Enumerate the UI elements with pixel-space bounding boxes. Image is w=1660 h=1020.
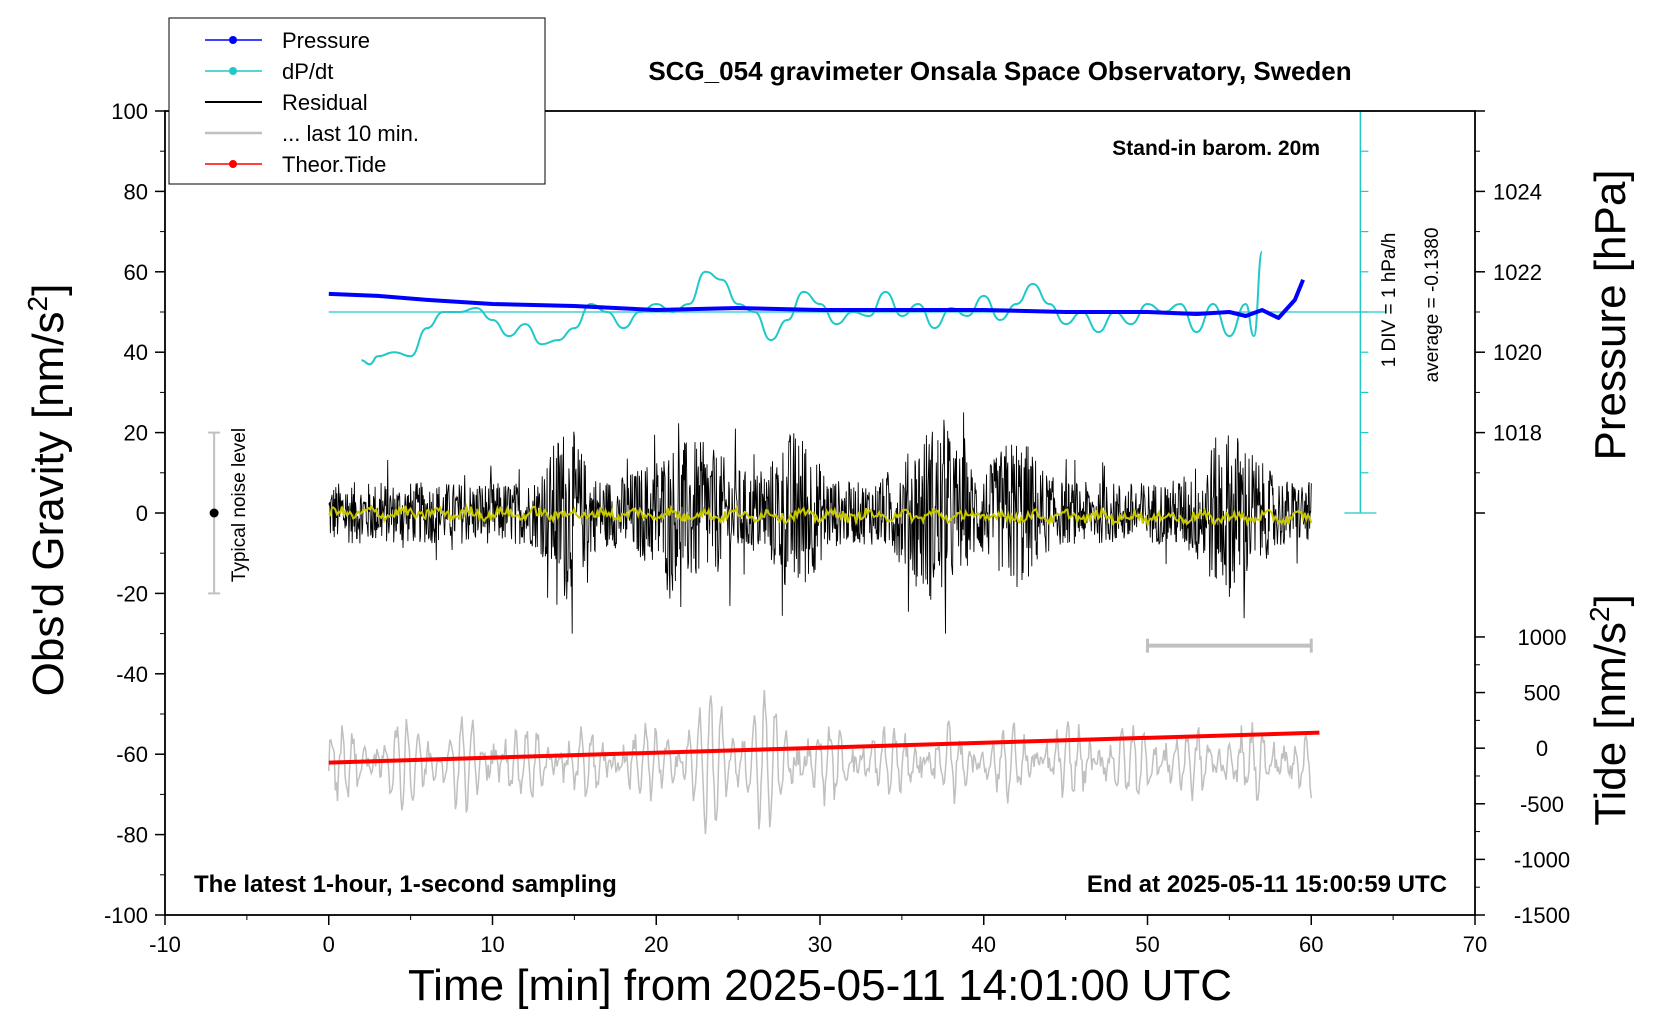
legend-item-residual: Residual [205, 90, 368, 115]
pressure-tick-label: 1018 [1493, 421, 1542, 446]
residual-mean-line [328, 503, 1313, 528]
bottom-left-annotation: The latest 1-hour, 1-second sampling [194, 871, 617, 898]
scale-annotation: 1 DIV = 1 hPa/h [1379, 233, 1400, 368]
tide-line [328, 730, 1320, 765]
noise-annotation: Typical noise level [229, 428, 250, 582]
y-tick-label: 100 [111, 99, 148, 124]
y-tick-label: 60 [124, 260, 148, 285]
pressure-tick-label: 1020 [1493, 340, 1542, 365]
y-tick-label: -40 [116, 662, 148, 687]
legend-label-residual: Residual [282, 90, 368, 115]
pressure-tick-label: 1022 [1493, 260, 1542, 285]
y-tick-label: 40 [124, 340, 148, 365]
y-axis-label-gravity-sup: 2 [22, 296, 53, 312]
legend-item-pressure: Pressure [205, 28, 370, 53]
legend-marker-pressure [229, 36, 237, 44]
residual-line [328, 412, 1312, 634]
legend-marker-dpdt [229, 67, 237, 75]
pressure-tick-label: 1024 [1493, 179, 1542, 204]
x-tick-label: 40 [972, 932, 996, 957]
y-axis-label-tide-close: ] [1586, 594, 1635, 606]
last10-line [328, 689, 1313, 835]
legend-marker-tide [229, 160, 237, 168]
legend-item-dpdt: dP/dt [205, 59, 333, 84]
y-tick-label: 80 [124, 179, 148, 204]
y-axis-label-pressure: Pressure [hPa] [1586, 169, 1635, 460]
x-tick-label: 30 [808, 932, 832, 957]
x-tick-label: 70 [1463, 932, 1487, 957]
y-tick-label: 0 [136, 501, 148, 526]
average-annotation: average = -0.1380 [1422, 228, 1443, 383]
tide-tick-label: -1500 [1514, 903, 1570, 928]
x-tick-label: -10 [149, 932, 181, 957]
bottom-right-annotation: End at 2025-05-11 15:00:59 UTC [1087, 871, 1447, 898]
y-axis-label-gravity: Obs'd Gravity [nm/s2] [22, 284, 73, 697]
y-axis-label-tide: Tide [nm/s2] [1584, 594, 1635, 826]
tide-tick-label: -500 [1520, 792, 1564, 817]
y-axis-label-tide-sup: 2 [1584, 606, 1615, 622]
noise-bar-center [209, 508, 219, 518]
tide-tick-label: 500 [1524, 681, 1561, 706]
x-tick-label: 10 [480, 932, 504, 957]
x-tick-label: 50 [1135, 932, 1159, 957]
y-tick-label: -20 [116, 581, 148, 606]
y-axis-label-tide-text: Tide [nm/s [1586, 622, 1635, 826]
legend: Pressure dP/dt Residual ... last 10 min.… [168, 17, 546, 185]
barometer-annotation: Stand-in barom. 20m [1112, 137, 1320, 160]
y-tick-label: -100 [104, 903, 148, 928]
tide-tick-label: 1000 [1518, 625, 1567, 650]
legend-item-tide: Theor.Tide [205, 152, 386, 177]
legend-label-pressure: Pressure [282, 28, 370, 53]
legend-item-last10: ... last 10 min. [205, 121, 419, 146]
x-tick-label: 20 [644, 932, 668, 957]
pressure-line [328, 279, 1305, 320]
y-tick-label: -60 [116, 742, 148, 767]
legend-label-dpdt: dP/dt [282, 59, 333, 84]
x-axis-label: Time [min] from 2025-05-11 14:01:00 UTC [408, 961, 1232, 1010]
y-tick-label: 20 [124, 421, 148, 446]
x-tick-label: 60 [1299, 932, 1323, 957]
y-axis-label-gravity-text: Obs'd Gravity [nm/s [24, 311, 73, 696]
tide-tick-label: -1000 [1514, 847, 1570, 872]
chart-title: SCG_054 gravimeter Onsala Space Observat… [648, 56, 1351, 86]
series-layer [208, 110, 1385, 835]
dpdt-line [361, 250, 1264, 366]
y-tick-label: -80 [116, 823, 148, 848]
x-tick-label: 0 [323, 932, 335, 957]
legend-label-last10: ... last 10 min. [282, 121, 419, 146]
tide-tick-label: 0 [1536, 736, 1548, 761]
legend-label-tide: Theor.Tide [282, 152, 386, 177]
y-axis-label-gravity-close: ] [24, 284, 73, 296]
axes-layer: -10 0 10 20 30 40 50 60 70-100-80-60-40-20020406… [104, 99, 1570, 957]
